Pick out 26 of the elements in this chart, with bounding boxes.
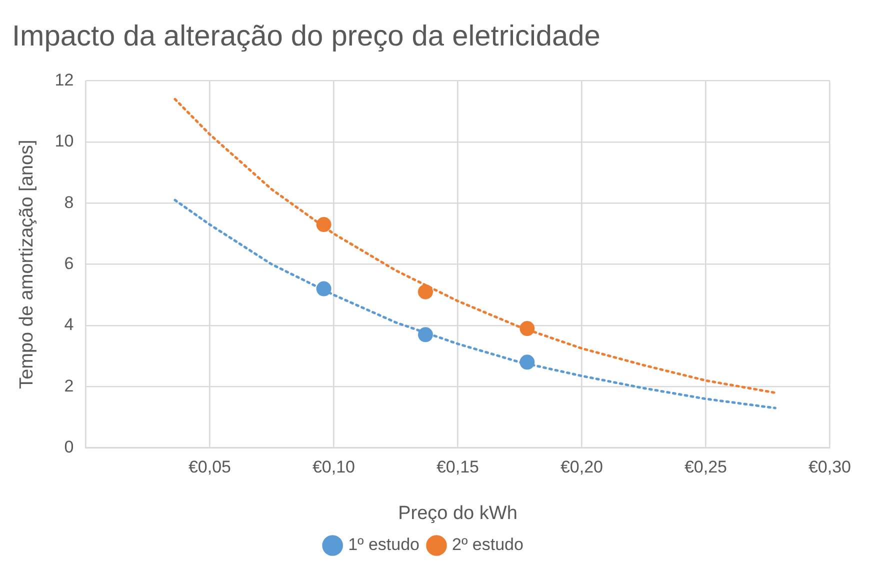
- y-tick-label: 2: [64, 376, 74, 396]
- x-tick-label: €0,10: [312, 458, 355, 477]
- x-axis-title: Preço do kWh: [398, 502, 518, 524]
- x-tick-label: €0,30: [808, 458, 852, 477]
- legend-label: 1º estudo: [348, 535, 420, 554]
- line-series: [174, 198, 776, 410]
- y-tick-label: 6: [64, 254, 74, 273]
- line-series: [174, 98, 776, 394]
- point: [520, 321, 535, 336]
- point: [418, 284, 433, 300]
- chart-title: Impacto da alteração do preço da eletricidade: [12, 20, 600, 52]
- y-tick-label: 0: [64, 437, 74, 456]
- point: [418, 327, 433, 342]
- y-axis-title: Tempo de amortização [anos]: [16, 140, 38, 389]
- point: [520, 354, 535, 370]
- x-tick-label: €0,20: [560, 458, 603, 477]
- legend-label: 2º estudo: [452, 535, 524, 554]
- y-tick-label: 4: [64, 315, 74, 334]
- y-tick-label: 8: [64, 192, 74, 212]
- x-tick-label: €0,25: [684, 458, 727, 477]
- x-tick-label: €0,15: [436, 458, 479, 477]
- y-tick-label: 12: [54, 70, 74, 90]
- point: [316, 281, 332, 296]
- y-tick-label: 10: [54, 132, 74, 151]
- point: [316, 217, 332, 232]
- x-tick-label: €0,05: [188, 458, 231, 477]
